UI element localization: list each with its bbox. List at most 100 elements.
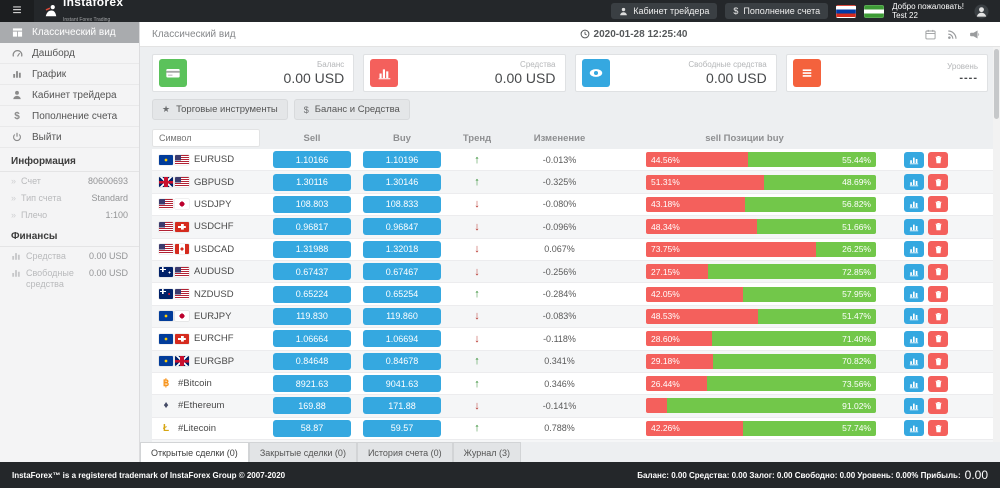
balance-funds-button[interactable]: $ Баланс и Средства <box>293 99 410 120</box>
table-row[interactable]: EURCHF 1.06664 1.06694 ↓ -0.118% 28.60% 71.40% <box>152 328 1000 351</box>
sell-price-button[interactable]: 0.84648 <box>273 352 351 370</box>
sell-price-button[interactable]: 1.06664 <box>273 330 351 348</box>
table-row[interactable]: GBPUSD 1.30116 1.30146 ↑ -0.325% 51.31% 48.69% <box>152 171 1000 194</box>
buy-price-button[interactable]: 0.96847 <box>363 218 441 236</box>
open-chart-button[interactable] <box>904 375 924 392</box>
remove-symbol-button[interactable] <box>928 308 948 325</box>
open-chart-button[interactable] <box>904 241 924 258</box>
sidebar-item-дашборд[interactable]: Дашборд <box>0 43 139 64</box>
buy-price-button[interactable]: 1.30146 <box>363 173 441 191</box>
remove-symbol-button[interactable] <box>928 397 948 414</box>
sell-price-button[interactable]: 0.67437 <box>273 263 351 281</box>
sell-price-button[interactable]: 1.30116 <box>273 173 351 191</box>
calendar-icon[interactable] <box>925 29 936 40</box>
sell-price-button[interactable]: 0.65224 <box>273 285 351 303</box>
table-row[interactable]: EURGBP 0.84648 0.84678 ↑ 0.341% 29.18% 70.82% <box>152 350 1000 373</box>
buy-price-button[interactable]: 119.860 <box>363 307 441 325</box>
sell-price-button[interactable]: 58.87 <box>273 419 351 437</box>
symbol-cell[interactable]: USDJPY <box>152 199 267 210</box>
table-row[interactable]: USDJPY 108.803 108.833 ↓ -0.080% 43.18% 56.82% <box>152 193 1000 217</box>
symbol-cell[interactable]: EURUSD <box>152 154 267 165</box>
scrollbar-track[interactable] <box>993 47 1000 442</box>
symbol-cell[interactable]: ♦ #Ethereum <box>152 400 267 411</box>
remove-symbol-button[interactable] <box>928 330 948 347</box>
open-chart-button[interactable] <box>904 420 924 437</box>
table-row[interactable]: ฿ #Bitcoin 8921.63 9041.63 ↑ 0.346% 26.44% 73.5… <box>152 372 1000 396</box>
green-flag[interactable] <box>864 4 885 18</box>
avatar-icon[interactable] <box>974 3 990 19</box>
buy-price-button[interactable]: 0.65254 <box>363 285 441 303</box>
open-chart-button[interactable] <box>904 196 924 213</box>
megaphone-icon[interactable] <box>969 29 980 40</box>
symbol-cell[interactable]: EURGBP <box>152 356 267 367</box>
open-chart-button[interactable] <box>904 308 924 325</box>
trading-instruments-button[interactable]: ★ Торговые инструменты <box>152 99 288 120</box>
buy-price-button[interactable]: 59.57 <box>363 419 441 437</box>
remove-symbol-button[interactable] <box>928 286 948 303</box>
symbol-cell[interactable]: ฿ #Bitcoin <box>152 378 267 389</box>
open-chart-button[interactable] <box>904 218 924 235</box>
table-row[interactable]: NZDUSD 0.65224 0.65254 ↑ -0.284% 42.05% 57.95% <box>152 283 1000 306</box>
remove-symbol-button[interactable] <box>928 218 948 235</box>
buy-price-button[interactable]: 0.84678 <box>363 352 441 370</box>
symbol-cell[interactable]: USDCAD <box>152 244 267 255</box>
sell-price-button[interactable]: 108.803 <box>273 195 351 213</box>
buy-price-button[interactable]: 1.32018 <box>363 240 441 258</box>
sidebar-item-кабинет-трейдера[interactable]: Кабинет трейдера <box>0 85 139 106</box>
buy-price-button[interactable]: 9041.63 <box>363 375 441 393</box>
remove-symbol-button[interactable] <box>928 263 948 280</box>
sell-price-button[interactable]: 119.830 <box>273 307 351 325</box>
buy-price-button[interactable]: 1.10196 <box>363 151 441 169</box>
remove-symbol-button[interactable] <box>928 151 948 168</box>
sell-price-button[interactable]: 0.96817 <box>273 218 351 236</box>
table-row[interactable]: USDCAD 1.31988 1.32018 ↓ 0.067% 73.75% 26.25% <box>152 238 1000 261</box>
symbol-cell[interactable]: AUDUSD <box>152 266 267 277</box>
symbol-cell[interactable]: Ł #Litecoin <box>152 423 267 434</box>
tab-журнал-(3)[interactable]: Журнал (3) <box>452 442 522 462</box>
remove-symbol-button[interactable] <box>928 241 948 258</box>
table-row[interactable]: USDCHF 0.96817 0.96847 ↓ -0.096% 48.34% 51.66% <box>152 216 1000 239</box>
remove-symbol-button[interactable] <box>928 196 948 213</box>
buy-price-button[interactable]: 0.67467 <box>363 263 441 281</box>
sidebar-item-классический-вид[interactable]: Классический вид <box>0 22 139 43</box>
deposit-button[interactable]: $ Пополнение счета <box>725 3 829 19</box>
sell-price-button[interactable]: 169.88 <box>273 397 351 415</box>
tab-открытые-сделки-(0)[interactable]: Открытые сделки (0) <box>140 442 249 462</box>
rss-icon[interactable] <box>947 29 958 40</box>
tab-закрытые-сделки-(0)[interactable]: Закрытые сделки (0) <box>248 442 357 462</box>
sell-price-button[interactable]: 8921.63 <box>273 375 351 393</box>
menu-toggle-button[interactable]: ≡ <box>0 0 34 22</box>
table-row[interactable]: AUDUSD 0.67437 0.67467 ↓ -0.256% 27.15% 72.85% <box>152 260 1000 284</box>
buy-price-button[interactable]: 171.88 <box>363 397 441 415</box>
sidebar-item-график[interactable]: График <box>0 64 139 85</box>
sell-price-button[interactable]: 1.10166 <box>273 151 351 169</box>
buy-price-button[interactable]: 108.833 <box>363 195 441 213</box>
sell-price-button[interactable]: 1.31988 <box>273 240 351 258</box>
symbol-cell[interactable]: USDCHF <box>152 221 267 232</box>
remove-symbol-button[interactable] <box>928 375 948 392</box>
symbol-search-input[interactable] <box>152 129 260 147</box>
buy-price-button[interactable]: 1.06694 <box>363 330 441 348</box>
table-row[interactable]: ♦ #Ethereum 169.88 171.88 ↓ -0.141% 91.02% <box>152 395 1000 418</box>
symbol-cell[interactable]: NZDUSD <box>152 289 267 300</box>
open-chart-button[interactable] <box>904 151 924 168</box>
table-row[interactable]: EURJPY 119.830 119.860 ↓ -0.083% 48.53% 51.47% <box>152 305 1000 329</box>
table-row[interactable]: EURUSD 1.10166 1.10196 ↑ -0.013% 44.56% 55.44% <box>152 149 1000 172</box>
scrollbar-thumb[interactable] <box>994 49 999 119</box>
symbol-cell[interactable]: EURJPY <box>152 311 267 322</box>
remove-symbol-button[interactable] <box>928 420 948 437</box>
table-row[interactable]: Ł #Litecoin 58.87 59.57 ↑ 0.788% 42.26% 57.74% <box>152 417 1000 441</box>
remove-symbol-button[interactable] <box>928 353 948 370</box>
remove-symbol-button[interactable] <box>928 174 948 191</box>
open-chart-button[interactable] <box>904 286 924 303</box>
open-chart-button[interactable] <box>904 353 924 370</box>
open-chart-button[interactable] <box>904 174 924 191</box>
tab-история-счета-(0)[interactable]: История счета (0) <box>356 442 453 462</box>
sidebar-item-выйти[interactable]: Выйти <box>0 127 139 148</box>
open-chart-button[interactable] <box>904 330 924 347</box>
open-chart-button[interactable] <box>904 263 924 280</box>
symbol-cell[interactable]: EURCHF <box>152 333 267 344</box>
symbol-cell[interactable]: GBPUSD <box>152 177 267 188</box>
open-chart-button[interactable] <box>904 397 924 414</box>
trader-cabinet-button[interactable]: Кабинет трейдера <box>611 3 718 19</box>
